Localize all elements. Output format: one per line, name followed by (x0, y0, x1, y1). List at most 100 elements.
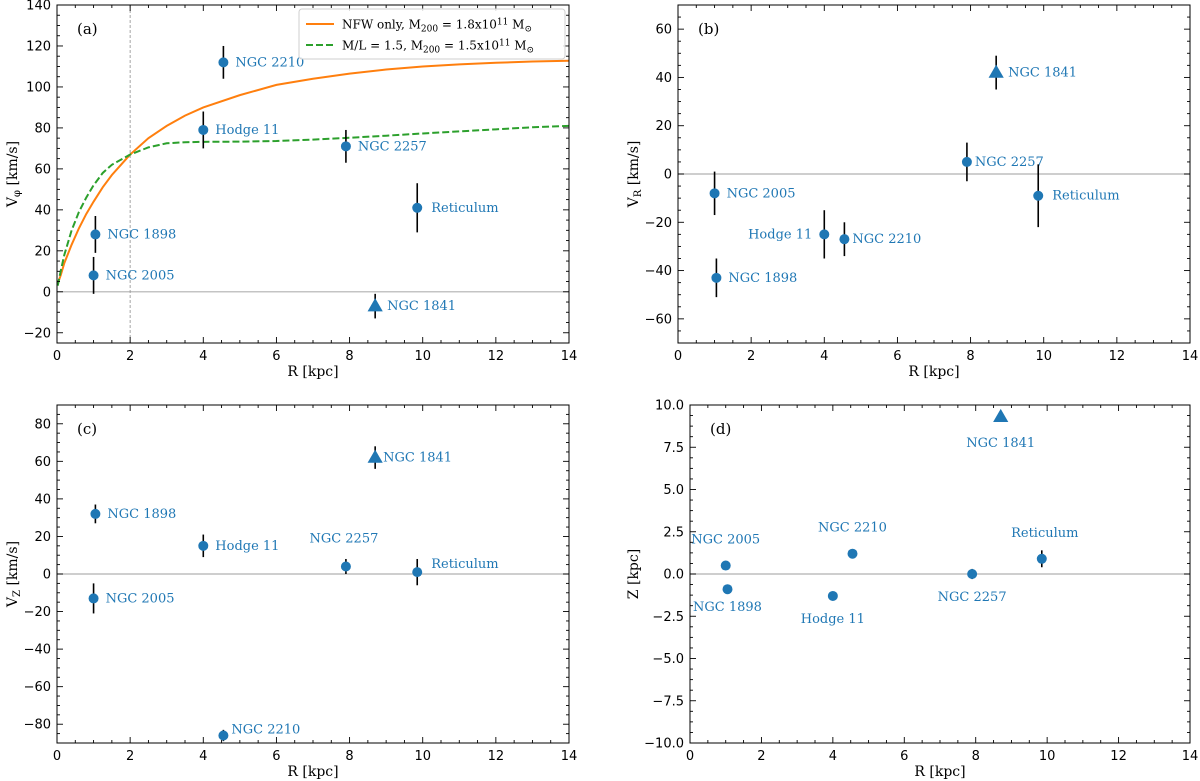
marker-triangle (367, 298, 383, 312)
marker-triangle (367, 449, 383, 463)
x-axis-title: R [kpc] (908, 364, 959, 380)
x-tick-label: 0 (674, 349, 682, 364)
point-ngc-1841: NGC 1841 (988, 55, 1077, 90)
x-tick-label: 14 (561, 749, 578, 764)
marker-circle (722, 584, 733, 595)
marker-circle (847, 548, 858, 559)
point-label: Reticulum (431, 557, 498, 572)
x-tick-label: 10 (1039, 749, 1056, 764)
marker-circle (340, 561, 351, 572)
y-tick-label: −5.0 (652, 652, 684, 667)
x-tick-label: 0 (53, 349, 61, 364)
point-ngc-2210: NGC 2210 (839, 222, 921, 257)
point-label: NGC 1841 (966, 436, 1035, 451)
x-tick-label: 8 (345, 749, 353, 764)
point-ngc-2210: NGC 2210 (818, 521, 887, 559)
y-tick-label: 20 (34, 244, 51, 259)
point-label: NGC 2210 (235, 55, 304, 70)
point-ngc-2210: NGC 2210 (218, 722, 300, 742)
x-tick-label: 6 (893, 349, 901, 364)
x-axis-title: R [kpc] (914, 764, 965, 780)
x-tick-label: 2 (757, 749, 765, 764)
x-tick-label: 4 (829, 749, 837, 764)
marker-circle (711, 272, 722, 283)
y-axis-title: VZ [km/s] (5, 541, 23, 608)
point-hodge-11: Hodge 11 (198, 534, 279, 558)
marker-circle (1033, 190, 1044, 201)
y-tick-label: 100 (26, 80, 51, 95)
x-tick-label: 0 (53, 749, 61, 764)
x-tick-label: 6 (272, 749, 280, 764)
y-tick-label: 80 (34, 121, 51, 136)
panel-b: NGC 2005 NGC 1898 Hodge 11 NGC 2210 NGC 2257… (626, 4, 1198, 380)
point-label: NGC 2257 (975, 155, 1044, 170)
point-ngc-2005: NGC 2005 (88, 256, 175, 294)
point-label: NGC 2257 (358, 139, 427, 154)
marker-circle (88, 593, 99, 604)
point-label: NGC 1898 (107, 507, 176, 522)
y-tick-label: 5.0 (663, 483, 684, 498)
panel-tag: (d) (710, 420, 731, 438)
x-tick-label: 8 (345, 349, 353, 364)
marker-circle (88, 270, 99, 281)
point-label: Reticulum (1011, 526, 1078, 541)
legend-entry: M/L = 1.5, M200 = 1.5x1011 M⊙ (342, 38, 534, 55)
marker-circle (198, 540, 209, 551)
x-tick-label: 8 (972, 749, 980, 764)
y-tick-label: 40 (34, 492, 51, 507)
y-axis-title: Vφ [km/s] (5, 141, 23, 208)
panel-tag: (b) (698, 20, 719, 38)
marker-circle (90, 508, 101, 519)
point-label: NGC 1898 (107, 227, 176, 242)
y-tick-label: −80 (24, 718, 51, 733)
point-label: NGC 2005 (106, 268, 175, 283)
x-tick-label: 14 (1182, 749, 1199, 764)
marker-circle (827, 590, 838, 601)
point-label: NGC 2005 (727, 186, 796, 201)
x-tick-label: 0 (686, 749, 694, 764)
point-label: Hodge 11 (215, 123, 279, 138)
y-tick-label: −40 (24, 643, 51, 658)
y-tick-label: 7.5 (663, 441, 684, 456)
marker-circle (218, 57, 229, 68)
x-tick-label: 10 (1035, 349, 1052, 364)
x-tick-label: 12 (1110, 749, 1127, 764)
point-label: Reticulum (1052, 189, 1119, 204)
curve-nfw-only (57, 59, 569, 284)
x-tick-label: 4 (820, 349, 828, 364)
point-label: NGC 2257 (309, 531, 378, 546)
y-tick-label: −20 (24, 326, 51, 341)
marker-triangle (988, 64, 1004, 78)
x-tick-label: 4 (199, 749, 207, 764)
x-tick-label: 6 (272, 349, 280, 364)
marker-circle (218, 730, 229, 741)
ticks (677, 4, 1191, 344)
y-tick-label: 40 (655, 71, 672, 86)
point-ngc-1898: NGC 1898 (711, 258, 797, 298)
marker-circle (412, 202, 423, 213)
panel-d: NGC 2005 NGC 1898 Hodge 11 NGC 2210 NGC 2257… (626, 399, 1198, 781)
y-tick-label: 10.0 (655, 399, 684, 414)
marker-circle (839, 234, 850, 245)
ticks (56, 4, 570, 344)
ticks (56, 404, 570, 744)
y-tick-label: 0.0 (663, 568, 684, 583)
x-tick-label: 12 (488, 749, 505, 764)
legend: NFW only, M200 = 1.8x1011 M⊙ M/L = 1.5, M… (298, 8, 566, 60)
point-label: Hodge 11 (748, 227, 812, 242)
marker-circle (412, 567, 423, 578)
panel-c: NGC 1898 NGC 2005 Hodge 11 NGC 2257 Reticulu… (5, 404, 578, 780)
point-ngc-2005: NGC 2005 (88, 583, 175, 614)
x-tick-label: 4 (199, 349, 207, 364)
y-axis-title: Z [kpc] (626, 549, 642, 599)
point-label: NGC 1841 (1008, 66, 1077, 81)
y-axis-title: VR [km/s] (626, 141, 644, 209)
x-tick-label: 14 (561, 349, 578, 364)
point-ngc-1841: NGC 1841 (367, 293, 456, 319)
y-tick-label: −10.0 (644, 737, 684, 752)
x-tick-label: 10 (414, 349, 431, 364)
point-hodge-11: Hodge 11 (198, 111, 279, 149)
y-tick-label: 120 (26, 39, 51, 54)
x-axis-title: R [kpc] (287, 364, 338, 380)
